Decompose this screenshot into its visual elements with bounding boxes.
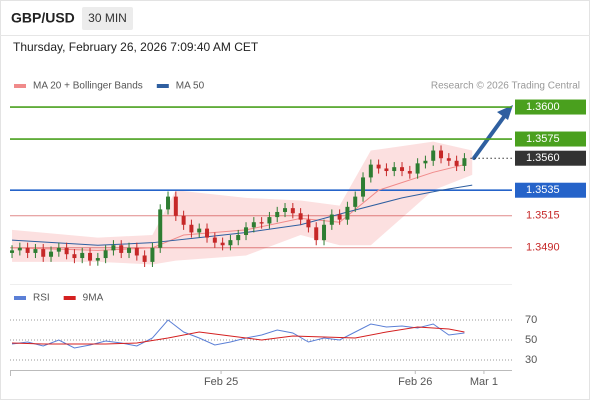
level-label: 1.3560 [526,152,560,164]
candle-body [56,247,61,252]
legend-label: RSI [33,293,50,304]
candle-body [181,215,186,225]
candle-body [49,251,54,257]
candle-body [251,222,256,228]
legend-label: MA 20 + Bollinger Bands [33,81,143,92]
level-label: 1.3600 [526,101,560,113]
candle-body [376,164,381,169]
moving-average [11,184,473,246]
candle-body [384,168,389,172]
legend-swatch [156,84,169,88]
candle-body [462,158,467,166]
candle-body [17,247,22,251]
candle-body [173,196,178,216]
level-label: 1.3575 [526,133,560,145]
candle-body [275,211,280,218]
legend-swatch [14,296,26,300]
legend-label: MA 50 [176,81,205,92]
candle-body [212,237,217,243]
candle-body [158,209,163,248]
timestamp: Thursday, February 26, 2026 7:09:40 AM C… [13,40,259,54]
candle-body [119,245,124,253]
level-badge [515,99,586,115]
bollinger-band [12,141,473,265]
candle-body [283,208,288,212]
candle-body [392,167,397,172]
x-tick-label: Feb 26 [398,376,432,388]
candle-body [197,228,202,233]
forecast-arrowhead [497,105,513,120]
level-badge [515,150,586,166]
candle-body [33,249,38,253]
candle-body [439,150,444,159]
candle-body [10,250,15,253]
legend-swatch [63,296,76,300]
candle-body [314,227,319,241]
candle-body [454,160,459,166]
candle-body [244,227,249,236]
candle-body [353,196,358,207]
candle-body [80,252,85,259]
candle-body [431,150,436,161]
forecast-arrow [472,112,508,160]
y-tick-label: 70 [525,314,537,326]
candle-body [72,254,77,259]
legend-label: 9MA [83,293,104,304]
candle-body [134,247,139,256]
candle-body [25,247,30,253]
candle-body [290,208,295,214]
y-tick-label: 30 [525,354,537,366]
candle-body [103,250,108,259]
level-label: 1.3515 [526,210,560,222]
candle-body [329,214,334,225]
indicator-line [12,326,465,345]
level-badge [515,131,586,147]
interval: 30 MIN [88,11,127,25]
candle-body [400,167,405,172]
candle-body [111,245,116,251]
candle-body [322,224,327,241]
candle-body [220,242,225,246]
x-tick-label: Feb 25 [204,376,238,388]
source: Research © 2026 Trading Central [431,81,580,92]
candle-body [150,247,155,262]
candle-body [337,214,342,220]
candle-body [368,164,373,178]
symbol: GBP/USD [11,10,75,26]
level-badge [515,182,586,198]
candle-body [88,252,93,261]
level-label: 1.3535 [526,184,560,196]
candle-body [41,249,46,257]
candle-body [415,163,420,174]
candle-body [345,206,350,220]
candle-body [236,235,241,241]
moving-average [12,164,465,251]
legend-swatch [14,84,26,88]
candle-body [298,213,303,220]
level-label: 1.3490 [526,242,560,254]
candle-body [189,224,194,233]
y-tick-label: 50 [525,334,537,346]
candle-body [361,177,366,197]
candle-body [205,228,210,238]
indicator-line [11,319,465,349]
candle-body [64,247,69,255]
candle-body [446,158,451,161]
candle-body [407,171,412,174]
candle-body [127,247,132,253]
candle-body [228,240,233,246]
candle-body [267,217,272,224]
candle-body [166,196,171,210]
candle-body [423,160,428,164]
interval-badge [82,7,133,30]
candle-body [306,219,311,228]
candle-body [95,258,100,261]
x-tick-label: Mar 1 [470,376,498,388]
candle-body [142,255,147,262]
candle-body [259,222,264,224]
